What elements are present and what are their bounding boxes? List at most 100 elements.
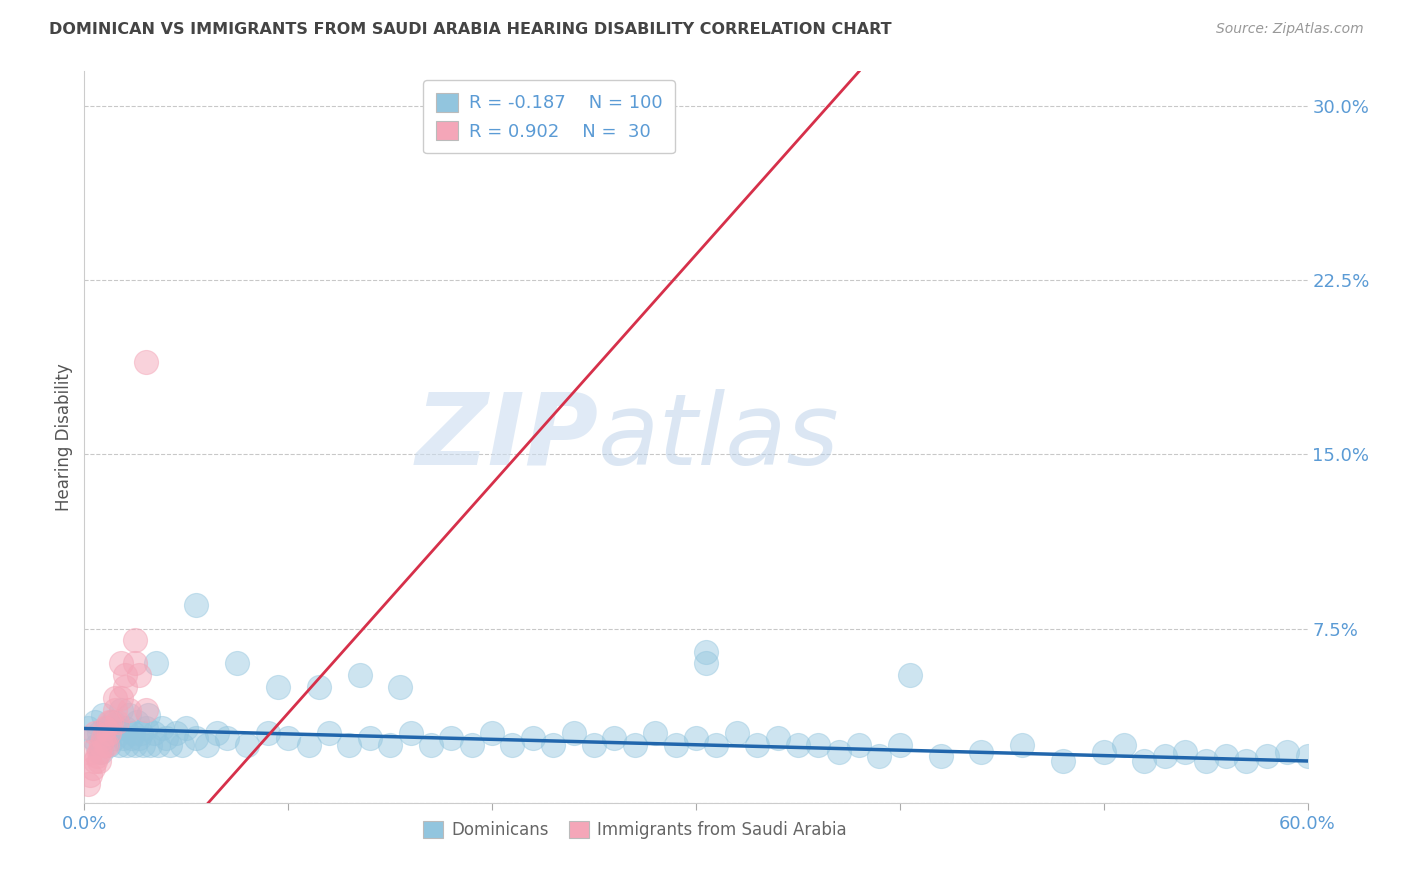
Point	[195, 738, 218, 752]
Point	[695, 657, 717, 671]
Point	[150, 722, 173, 736]
Point	[122, 726, 145, 740]
Point	[236, 738, 259, 752]
Point	[83, 726, 105, 740]
Point	[105, 714, 128, 729]
Point	[339, 738, 361, 752]
Point	[135, 722, 157, 736]
Point	[725, 726, 748, 740]
Legend: Dominicans, Immigrants from Saudi Arabia: Dominicans, Immigrants from Saudi Arabia	[416, 814, 853, 846]
Point	[87, 754, 110, 768]
Point	[695, 645, 717, 659]
Point	[114, 680, 136, 694]
Text: DOMINICAN VS IMMIGRANTS FROM SAUDI ARABIA HEARING DISABILITY CORRELATION CHART: DOMINICAN VS IMMIGRANTS FROM SAUDI ARABI…	[49, 22, 891, 37]
Point	[1114, 738, 1136, 752]
Point	[82, 731, 104, 745]
Point	[104, 731, 127, 745]
Point	[1011, 738, 1033, 752]
Point	[1195, 754, 1218, 768]
Point	[257, 726, 280, 740]
Point	[186, 731, 208, 745]
Point	[522, 731, 544, 745]
Point	[97, 726, 120, 740]
Point	[145, 657, 167, 671]
Point	[1154, 749, 1177, 764]
Point	[583, 738, 606, 752]
Point	[624, 738, 647, 752]
Point	[96, 738, 118, 752]
Point	[114, 668, 136, 682]
Point	[1052, 754, 1074, 768]
Point	[481, 726, 503, 740]
Point	[135, 703, 157, 717]
Point	[101, 714, 124, 729]
Point	[114, 722, 136, 736]
Point	[1296, 749, 1319, 764]
Point	[104, 691, 127, 706]
Point	[132, 738, 155, 752]
Point	[118, 707, 141, 722]
Point	[93, 722, 115, 736]
Point	[226, 657, 249, 671]
Point	[706, 738, 728, 752]
Point	[898, 668, 921, 682]
Point	[97, 738, 120, 752]
Point	[87, 726, 110, 740]
Text: ZIP: ZIP	[415, 389, 598, 485]
Point	[665, 738, 688, 752]
Point	[828, 745, 851, 759]
Point	[205, 726, 228, 740]
Point	[77, 777, 100, 791]
Point	[869, 749, 891, 764]
Point	[93, 731, 115, 745]
Point	[461, 738, 484, 752]
Point	[1174, 745, 1197, 759]
Point	[929, 749, 952, 764]
Point	[83, 754, 105, 768]
Point	[389, 680, 412, 694]
Point	[1215, 749, 1237, 764]
Point	[86, 749, 108, 764]
Point	[79, 768, 101, 782]
Point	[96, 722, 118, 736]
Point	[124, 738, 146, 752]
Point	[128, 731, 150, 745]
Point	[644, 726, 666, 740]
Point	[165, 726, 187, 740]
Point	[359, 731, 381, 745]
Point	[308, 680, 330, 694]
Point	[131, 726, 153, 740]
Point	[807, 738, 830, 752]
Point	[120, 731, 142, 745]
Point	[159, 738, 181, 752]
Point	[174, 722, 197, 736]
Y-axis label: Hearing Disability: Hearing Disability	[55, 363, 73, 511]
Point	[142, 726, 165, 740]
Point	[77, 722, 100, 736]
Point	[82, 761, 104, 775]
Point	[562, 726, 585, 740]
Point	[90, 745, 112, 759]
Point	[186, 599, 208, 613]
Point	[543, 738, 565, 752]
Point	[440, 731, 463, 745]
Point	[83, 714, 105, 729]
Point	[380, 738, 402, 752]
Point	[318, 726, 340, 740]
Text: Source: ZipAtlas.com: Source: ZipAtlas.com	[1216, 22, 1364, 37]
Point	[146, 738, 169, 752]
Point	[86, 738, 108, 752]
Point	[93, 738, 115, 752]
Point	[105, 722, 128, 736]
Point	[135, 354, 157, 368]
Point	[100, 714, 122, 729]
Point	[155, 731, 177, 745]
Point	[110, 703, 132, 717]
Point	[110, 691, 132, 706]
Point	[277, 731, 299, 745]
Point	[603, 731, 626, 745]
Point	[685, 731, 707, 745]
Text: atlas: atlas	[598, 389, 839, 485]
Point	[115, 738, 138, 752]
Point	[100, 726, 122, 740]
